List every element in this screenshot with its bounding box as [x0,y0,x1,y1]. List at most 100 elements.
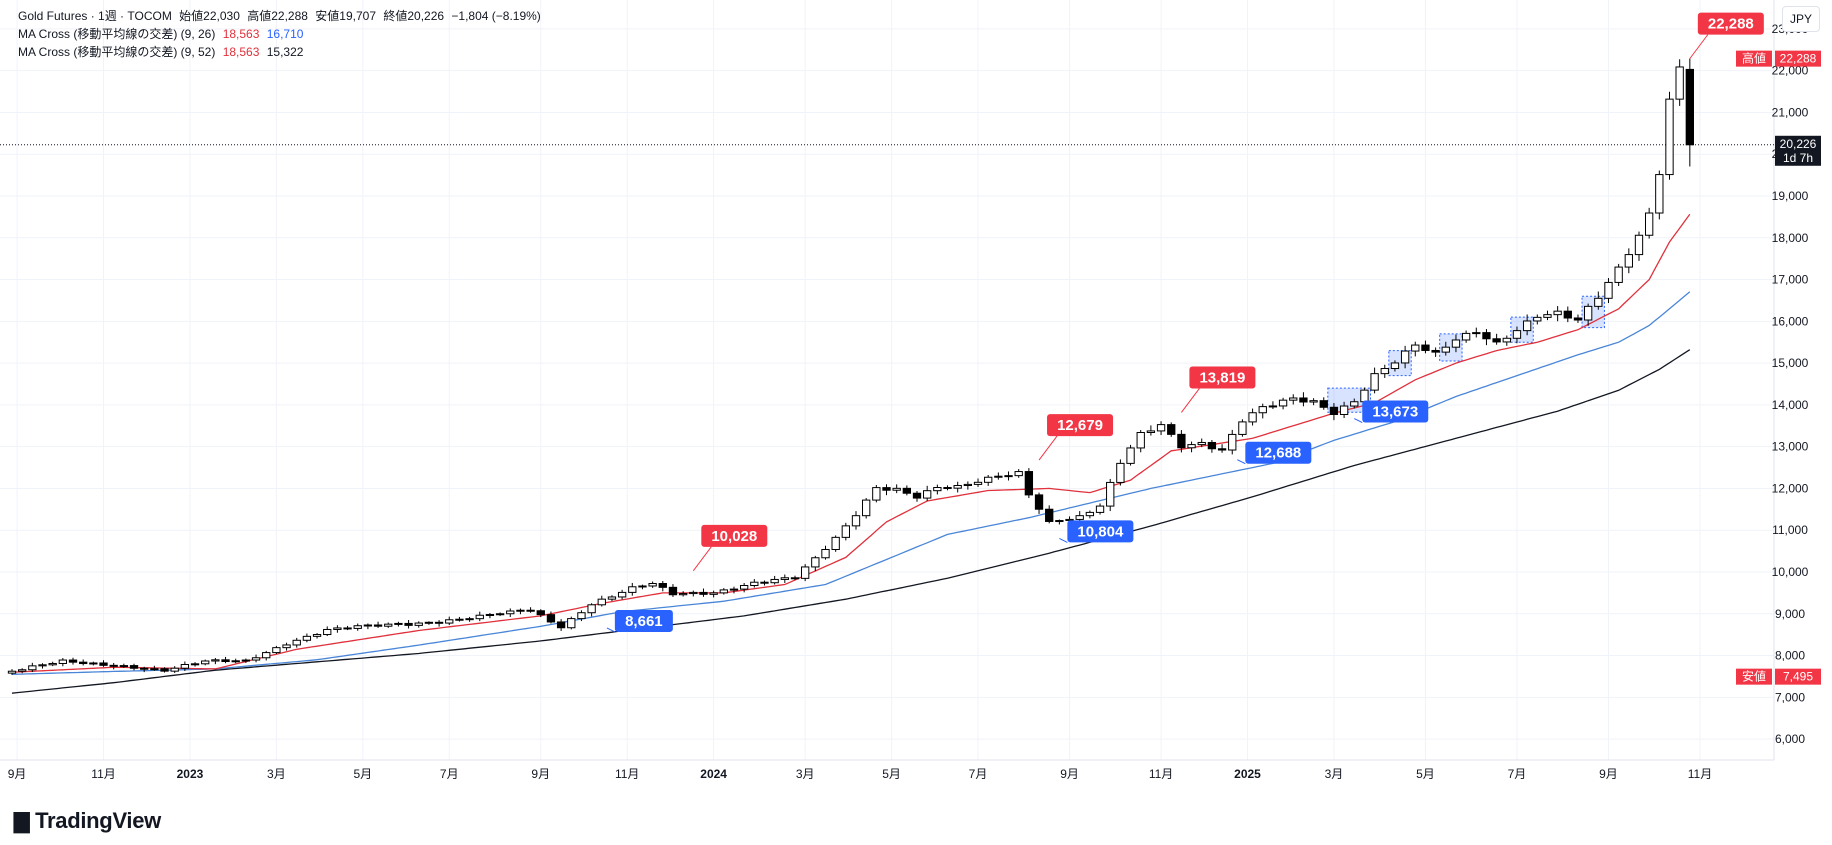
candle-body [1421,344,1430,351]
y-tick-label: 6,000 [1775,732,1805,746]
candle-body [1065,518,1074,522]
candle-body [1116,462,1125,483]
candle-body [1238,421,1247,435]
moving-average-lines [11,213,1691,694]
candle-body [79,661,88,665]
y-tick-label: 22,000 [1772,64,1809,78]
candle-body [1126,447,1135,464]
candle-body [180,664,190,669]
annotation-pointer [1038,435,1058,461]
candle-body [445,619,454,624]
candle-body [1573,317,1583,321]
candle-body [719,589,728,594]
candle-body [1045,508,1054,522]
candle-body [1594,297,1603,307]
candle-body [1522,320,1532,332]
candle-body [343,627,352,630]
currency-button[interactable]: JPY [1782,6,1820,32]
candle-body [821,548,830,559]
x-tick-label: 3月 [1325,767,1344,781]
candle-body [709,592,718,595]
candle-body [1634,234,1644,256]
ma-cross-legend-2[interactable]: MA Cross (移動平均線の交差) (9, 52) 18,563 15,32… [18,44,307,60]
ma-cross-legend-1[interactable]: MA Cross (移動平均線の交差) (9, 26) 18,563 16,71… [18,26,307,42]
candle-body [1156,424,1166,432]
price-tag-label-box [1736,668,1772,685]
candle-body [800,566,810,579]
candle-body [1319,400,1328,408]
candle-body [790,577,800,580]
tradingview-logo-icon: ▇ [14,811,30,833]
candle-body [597,598,606,606]
annotation-box [1189,366,1256,389]
candle-body [1095,505,1105,513]
x-axis[interactable]: 9月 11月 2023 3月 5月 7月 9月 11月 2024 3月 5月 7月 9月 11月 2025 3… [8,767,1712,781]
candle-body [251,657,261,661]
annotation-box [1697,12,1764,35]
price-tag-label: 安値 [1742,669,1766,684]
candle-body [1228,433,1237,451]
candle-body [323,628,332,636]
candle-body [160,668,169,672]
candle-body [750,581,759,586]
candle-body [272,647,281,654]
close-label: 終値 [383,9,408,23]
candle-body [506,610,515,615]
candle-body [170,667,179,672]
annotation-box [1362,400,1429,423]
candle-body [1248,412,1257,423]
candle-body [678,593,688,596]
candle-body [1370,373,1379,391]
annotation-label: 13,673 [1372,404,1418,421]
price-tag-label: 高値 [1742,51,1766,66]
annotation-box [701,524,768,547]
candle-body [68,659,78,663]
candle-body [28,665,37,671]
candle-body [1014,471,1023,477]
candle-body [1177,433,1186,449]
candle-body [1309,400,1318,403]
annotation-pointer [692,546,712,572]
annotation-label: 13,819 [1199,369,1245,386]
candle-body [638,585,647,588]
y-tick-label: 8,000 [1775,649,1805,663]
candle-body [1187,444,1196,449]
brand-logo[interactable]: ▇ TradingView [14,808,161,834]
y-axis[interactable]: 6,000 7,000 8,000 9,000 10,000 11,000 12,000 13… [1736,22,1821,746]
candle-body [211,659,220,662]
x-tick-label: 7月 [1508,767,1527,781]
open-value: 22,030 [203,9,240,23]
candle-body [1675,66,1684,100]
candle-body [943,487,952,490]
ma-52-line [11,349,1691,694]
price-tag-label-box [1736,50,1772,67]
candle-body [1350,401,1359,407]
annotation-pointer [1689,34,1709,59]
price-tag-box [1775,135,1821,166]
candlestick-series [7,58,1694,675]
candle-body [1655,174,1664,214]
x-tick-label: 11月 [615,767,639,781]
x-tick-label: 9月 [8,767,27,781]
annotation-box [1245,441,1312,464]
candle-body [658,583,667,588]
candle-body [1553,310,1562,316]
annotation-label: 10,028 [711,528,757,545]
candle-body [1614,266,1623,283]
x-tick-label: 9月 [531,767,550,781]
y-tick-label: 14,000 [1772,398,1809,412]
candle-body [302,635,312,641]
brand-name: TradingView [35,808,161,833]
candle-body [1512,330,1522,339]
candle-body [1085,511,1095,517]
candle-body [872,487,881,501]
x-tick-label: 5月 [882,767,901,781]
candle-body [7,670,17,674]
candle-body [851,515,861,527]
candle-body [424,621,434,624]
price-tag-value: 7,495 [1783,670,1813,684]
low-label: 安値 [315,9,340,23]
candle-body [201,660,210,665]
candle-body [465,618,474,621]
